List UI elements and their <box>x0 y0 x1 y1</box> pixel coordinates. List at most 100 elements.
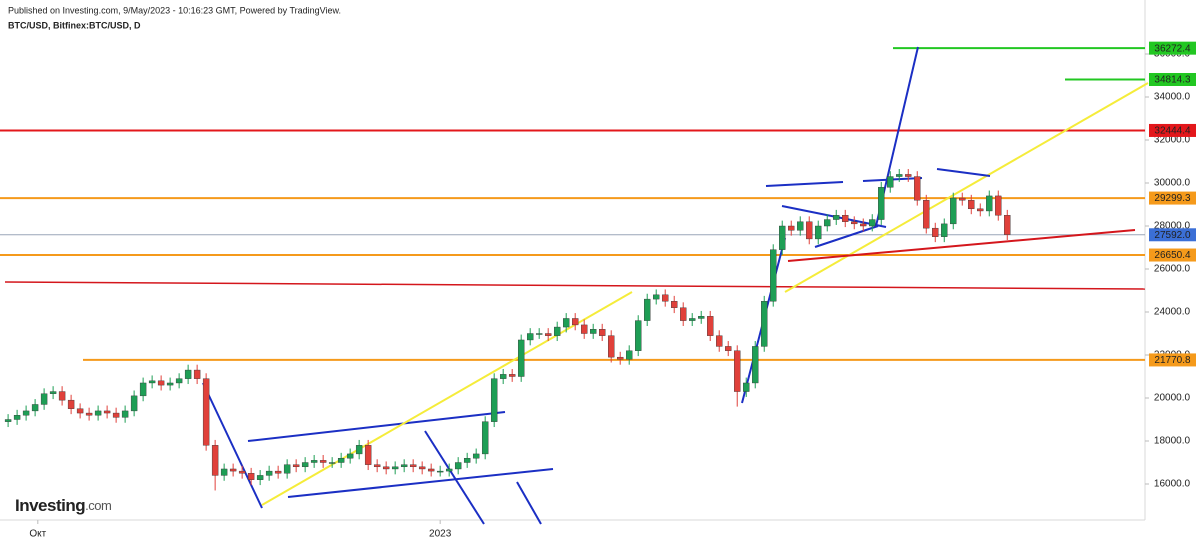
level-label: 27592.0 <box>1154 230 1191 241</box>
candle-body <box>977 208 984 212</box>
candle-body <box>157 380 165 386</box>
candle-body <box>130 395 138 412</box>
x-tick-label: 2023 <box>429 529 452 540</box>
candle-body <box>184 369 192 379</box>
candle-body <box>40 393 48 405</box>
candle-body <box>355 445 363 455</box>
y-tick-label: 16000.0 <box>1154 479 1191 490</box>
y-tick-label: 28000.0 <box>1154 221 1191 232</box>
candle-body <box>139 382 147 397</box>
candle-body <box>896 174 903 177</box>
candle-body <box>337 458 345 463</box>
level-label-box <box>1149 228 1196 242</box>
candle-body <box>103 410 111 414</box>
candle-body <box>923 200 930 229</box>
candle-body <box>734 350 741 392</box>
candle-body <box>418 466 426 470</box>
candle-body <box>572 318 579 326</box>
candle-body <box>121 410 129 418</box>
candle-body <box>959 197 966 201</box>
candle-body <box>112 412 120 418</box>
candle-body <box>806 221 813 240</box>
candle-body <box>599 329 606 336</box>
candle-body <box>941 223 948 237</box>
candle-body <box>31 404 39 412</box>
candle-body <box>680 307 687 321</box>
y-tick-label: 34000.0 <box>1154 92 1191 103</box>
candle-body <box>463 458 471 463</box>
chart-subtitle: Published on Investing.com, 9/May/2023 -… <box>8 5 341 15</box>
candle-body <box>499 374 507 379</box>
candle-body <box>662 294 669 302</box>
candle-body <box>635 320 642 351</box>
candle-body <box>788 225 795 231</box>
candle-body <box>526 333 534 341</box>
candle-body <box>166 382 174 386</box>
candle-body <box>626 350 633 360</box>
candle-body <box>590 329 597 334</box>
candle-body <box>851 221 858 225</box>
level-label: 32444.4 <box>1154 126 1191 137</box>
candle-body <box>67 399 75 409</box>
candle-body <box>986 195 993 212</box>
candle-body <box>148 380 156 384</box>
candle-body <box>382 466 390 470</box>
candle-body <box>562 318 570 328</box>
candle-body <box>905 174 912 177</box>
y-tick-label: 30000.0 <box>1154 178 1191 189</box>
candle-body <box>445 468 453 472</box>
level-label: 34814.3 <box>1154 75 1191 86</box>
chart-title: BTC/USD, Bitfinex:BTC/USD, D <box>8 20 141 30</box>
level-label: 36272.4 <box>1154 43 1191 54</box>
candle-body <box>238 470 246 474</box>
candle-body <box>229 468 237 472</box>
candle-body <box>968 200 975 210</box>
candle-body <box>535 333 543 335</box>
candles <box>4 169 1011 491</box>
candle-body <box>716 335 723 347</box>
level-label: 21770.8 <box>1154 355 1191 366</box>
candle-body <box>490 378 498 422</box>
candle-body <box>391 466 399 470</box>
candle-body <box>400 464 408 468</box>
trend-line <box>247 411 506 442</box>
candle-body <box>247 473 255 480</box>
candle-body <box>869 219 876 227</box>
candle-body <box>175 378 183 384</box>
candle-body <box>508 374 516 377</box>
candle-body <box>13 415 21 420</box>
trend-line <box>202 382 263 509</box>
candle-body <box>761 301 768 347</box>
brand-suffix: .com <box>85 498 111 513</box>
candle-body <box>653 294 660 300</box>
candle-body <box>292 464 300 468</box>
candle-body <box>842 215 849 222</box>
candle-body <box>256 475 264 480</box>
candle-body <box>454 462 462 470</box>
candle-body <box>364 445 372 465</box>
trend-line <box>287 468 554 498</box>
y-tick-label: 26000.0 <box>1154 264 1191 275</box>
candle-body <box>85 412 93 416</box>
level-label-box <box>1149 73 1196 87</box>
candle-body <box>193 369 201 379</box>
candle-body <box>517 339 525 377</box>
candle-body <box>301 462 309 468</box>
candle-body <box>644 298 651 321</box>
y-tick-label: 24000.0 <box>1154 307 1191 318</box>
candle-body <box>707 316 714 336</box>
candle-body <box>878 187 885 220</box>
candle-body <box>608 335 615 358</box>
candle-body <box>1004 215 1011 235</box>
candle-body <box>76 408 84 414</box>
brand: Investing <box>15 496 85 515</box>
candle-body <box>752 346 759 384</box>
candle-body <box>698 316 705 319</box>
candle-body <box>860 223 867 227</box>
candle-body <box>274 470 282 474</box>
candle-body <box>265 470 273 476</box>
candle-body <box>4 419 12 422</box>
candle-body <box>373 464 381 468</box>
